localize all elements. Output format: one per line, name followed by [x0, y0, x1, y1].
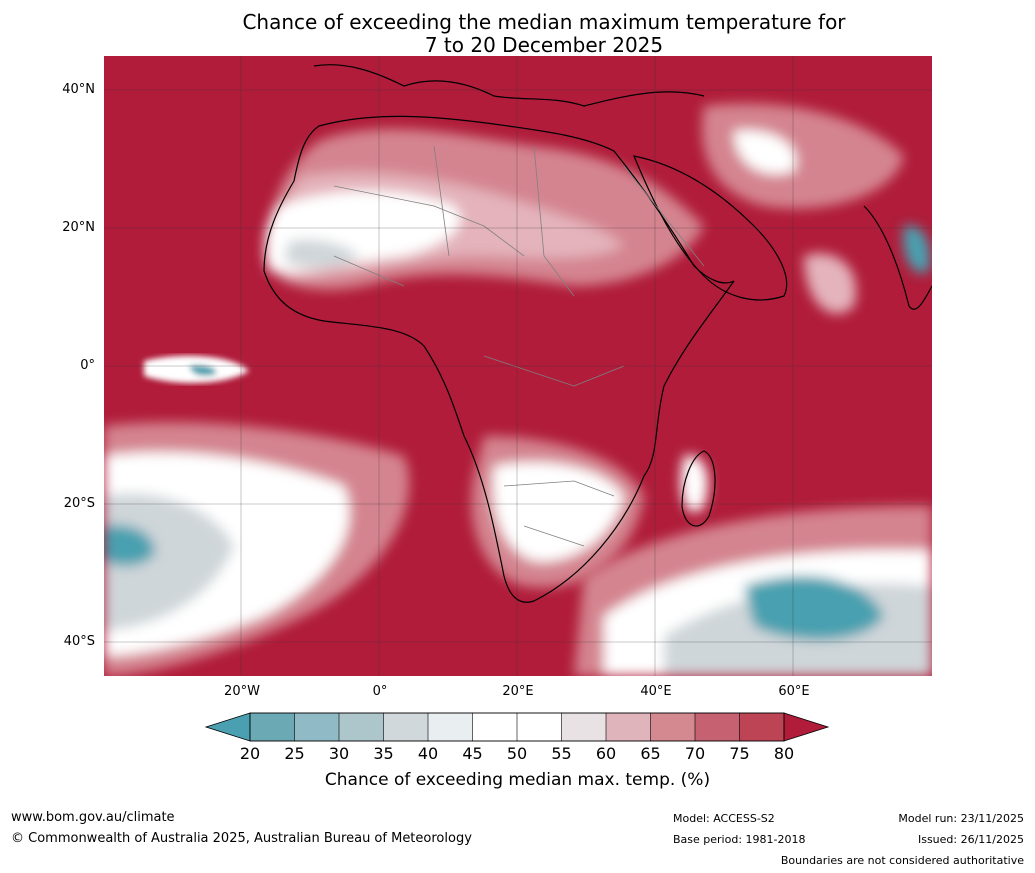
- india-coastline: [863, 205, 932, 310]
- colorbar-segment: [605, 712, 652, 742]
- colorbar-tick-70: 70: [684, 744, 706, 763]
- iran-neutral-area: [734, 130, 796, 175]
- south-atlantic-low-area: [104, 493, 234, 631]
- southern-africa-anomaly-region: [471, 436, 708, 588]
- arabia-moderate-area: [702, 103, 904, 209]
- colorbar-segment: [561, 712, 607, 742]
- lat-label-20n: 20°N: [62, 220, 95, 235]
- lat-label-20s: 20°S: [63, 496, 95, 511]
- lon-label-20e: 20°E: [502, 684, 534, 699]
- colorbar-segment: [383, 712, 429, 742]
- arabian-sea-moderate-area: [804, 253, 856, 314]
- footer-website: www.bom.gov.au/climate: [11, 810, 175, 825]
- colorbar-high-extension: [783, 712, 830, 742]
- colorbar-segment: [516, 712, 563, 742]
- colorbar-tick-20: 20: [239, 744, 261, 763]
- lat-label-40n: 40°N: [62, 82, 95, 97]
- colorbar-segment: [427, 712, 474, 742]
- colorbar-segment: [694, 712, 741, 742]
- madagascar-neutral-area: [680, 455, 708, 513]
- south-atlantic-anomaly-region: [104, 422, 410, 676]
- india-low-area: [903, 225, 931, 274]
- colorbar-segment: [472, 712, 518, 742]
- europe-coastline: [313, 64, 705, 107]
- lon-label-0: 0°: [372, 684, 388, 699]
- arabian-peninsula-coastline: [633, 155, 788, 301]
- map-canvas: [104, 56, 932, 676]
- colorbar-title: Chance of exceeding median max. temp. (%…: [324, 770, 711, 790]
- footer-model: Model: ACCESS-S2: [673, 812, 775, 825]
- colorbar-segment: [294, 712, 340, 742]
- colorbar-segment: [650, 712, 696, 742]
- indian-ocean-anomaly-region: [574, 506, 932, 676]
- colorbar-tick-55: 55: [551, 744, 572, 763]
- colorbar-segment: [739, 712, 785, 742]
- lat-label-equator: 0°: [80, 358, 95, 373]
- equatorial-atlantic-anomaly-region: [144, 355, 249, 383]
- colorbar-tick-50: 50: [506, 744, 528, 763]
- graticule: [104, 56, 932, 676]
- colorbar-low-extension: [205, 712, 251, 742]
- lon-label-60e: 60°E: [778, 684, 810, 699]
- colorbar-frame: [249, 712, 785, 742]
- colorbar-tick-80: 80: [773, 744, 795, 763]
- africa-coastline: [263, 115, 735, 603]
- middle-east-anomaly-region: [702, 103, 931, 314]
- footer-issued: Issued: 26/11/2025: [917, 833, 1024, 846]
- footer-base-period: Base period: 1981-2018: [673, 833, 806, 846]
- sahara-low-area: [284, 239, 359, 268]
- south-atlantic-very-low-area: [104, 525, 155, 566]
- footer-disclaimer: Boundaries are not considered authoritat…: [780, 854, 1024, 867]
- colorbar-tick-60: 60: [595, 744, 617, 763]
- equatorial-atlantic-low-area: [189, 365, 217, 376]
- colorbar-tick-75: 75: [729, 744, 750, 763]
- footer-copyright: © Commonwealth of Australia 2025, Austra…: [11, 831, 472, 846]
- colorbar-segment: [249, 712, 296, 742]
- sahara-anomaly-region: [264, 128, 704, 290]
- colorbar-tick-40: 40: [417, 744, 439, 763]
- colorbar: [205, 712, 830, 742]
- colorbar-tick-45: 45: [462, 744, 483, 763]
- probability-map: [104, 56, 932, 676]
- madagascar-coastline: [681, 450, 716, 527]
- lat-label-40s: 40°S: [63, 634, 95, 649]
- lon-label-20w: 20°W: [224, 684, 260, 699]
- colorbar-tick-65: 65: [640, 744, 661, 763]
- colorbar-segment: [338, 712, 385, 742]
- footer-model-run: Model run: 23/11/2025: [898, 812, 1024, 825]
- lon-label-40e: 40°E: [640, 684, 672, 699]
- map-title-line-2: 7 to 20 December 2025: [424, 33, 664, 57]
- colorbar-tick-25: 25: [284, 744, 305, 763]
- country-borders: [333, 145, 705, 547]
- map-title-line-1: Chance of exceeding the median maximum t…: [242, 10, 846, 34]
- colorbar-tick-35: 35: [373, 744, 394, 763]
- colorbar-tick-30: 30: [328, 744, 350, 763]
- indian-ocean-very-low-area: [744, 576, 884, 640]
